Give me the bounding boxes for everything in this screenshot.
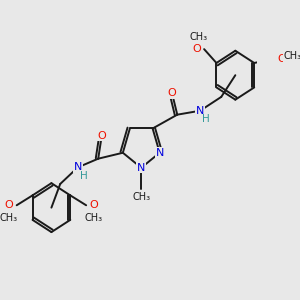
Text: O: O — [168, 88, 176, 98]
Text: O: O — [89, 200, 98, 210]
Text: O: O — [277, 54, 286, 64]
Text: H: H — [80, 171, 88, 181]
Text: O: O — [98, 131, 106, 141]
Text: CH₃: CH₃ — [132, 192, 150, 203]
Text: O: O — [192, 44, 201, 54]
Text: CH₃: CH₃ — [284, 51, 300, 61]
Text: O: O — [4, 200, 13, 210]
Text: N: N — [155, 148, 164, 158]
Text: N: N — [196, 106, 204, 116]
Text: CH₃: CH₃ — [85, 213, 103, 223]
Text: H: H — [202, 114, 210, 124]
Text: N: N — [74, 162, 82, 172]
Text: CH₃: CH₃ — [190, 32, 208, 41]
Text: N: N — [137, 163, 146, 173]
Text: CH₃: CH₃ — [0, 213, 18, 223]
